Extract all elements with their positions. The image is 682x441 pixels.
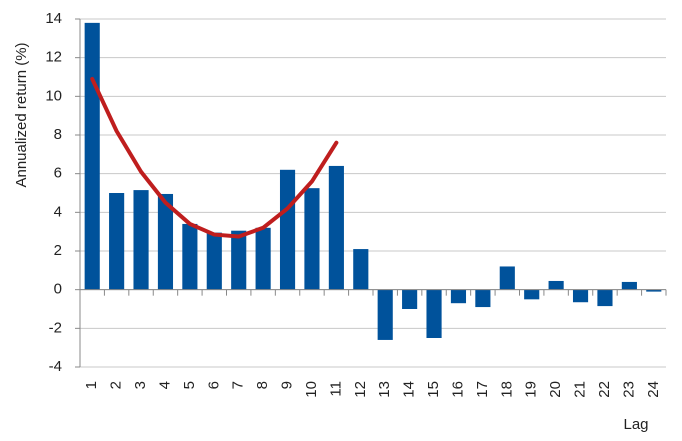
line (90, 76, 339, 239)
bar (499, 266, 515, 290)
x-tick-label: 17 (474, 381, 491, 398)
x-tick-label: 21 (572, 381, 589, 398)
bar (279, 169, 296, 290)
bar (84, 22, 100, 290)
x-tick-label: 15 (425, 381, 442, 398)
x-tick-label: 11 (327, 381, 344, 397)
y-tick-label: -4 (49, 358, 62, 375)
bar (206, 232, 222, 290)
x-tick-label: 10 (303, 381, 320, 398)
x-tick-label: 2 (108, 381, 125, 389)
y-tick-label: 14 (45, 10, 62, 27)
x-tick-label: 16 (449, 381, 466, 398)
bar (548, 280, 564, 290)
x-tick-label: 9 (279, 381, 296, 389)
bar (157, 193, 174, 290)
x-tick-label: 7 (230, 381, 247, 389)
bar (450, 289, 467, 304)
bar (572, 289, 589, 303)
bar (109, 193, 125, 290)
bar (621, 281, 637, 290)
x-tick-label: 20 (547, 381, 564, 398)
x-tick-label: 5 (181, 381, 198, 389)
y-tick-label: 6 (54, 165, 62, 182)
x-tick-label: 1 (83, 381, 100, 389)
bar (255, 227, 271, 290)
y-tick-label: 0 (54, 281, 62, 298)
x-tick-label: 23 (620, 381, 637, 398)
x-tick-label: 19 (523, 381, 540, 398)
bar (231, 230, 247, 290)
bar (133, 190, 149, 290)
x-tick-label: 8 (254, 381, 271, 389)
x-tick-label: 6 (205, 381, 222, 389)
bar (402, 289, 418, 309)
bar (304, 188, 320, 290)
bar (524, 289, 540, 300)
bar (353, 249, 369, 290)
x-tick-label: 12 (352, 381, 369, 398)
x-tick-label: 22 (596, 381, 613, 398)
bar (328, 165, 344, 290)
bar (646, 289, 662, 292)
bar (597, 289, 613, 307)
y-axis-label: Annualized return (%) (13, 42, 30, 187)
x-tick-label: 3 (132, 381, 149, 389)
bar (182, 223, 198, 290)
x-tick-label: 14 (401, 381, 418, 398)
y-tick-label: 4 (54, 203, 62, 220)
x-tick-label: 13 (376, 381, 393, 398)
y-tick-label: 2 (54, 242, 62, 259)
bar (475, 289, 491, 308)
y-tick-label: -2 (49, 319, 62, 336)
y-tick-label: 10 (45, 87, 62, 104)
x-tick-label: 4 (156, 381, 173, 389)
x-axis-label: Lag (623, 416, 648, 433)
x-tick-label: 24 (645, 381, 662, 398)
x-tick-label: 18 (498, 381, 515, 398)
y-tick-label: 8 (54, 126, 62, 143)
y-tick-label: 12 (45, 49, 62, 66)
bar (426, 289, 442, 338)
bar (377, 289, 393, 340)
